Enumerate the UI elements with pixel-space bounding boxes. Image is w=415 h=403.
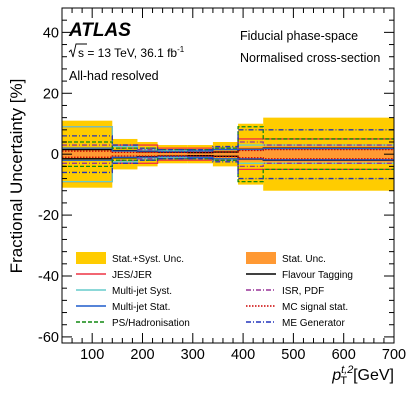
x-axis-label: pt,2 T [GeV] — [331, 364, 394, 387]
legend-label: Stat.+Syst. Unc. — [112, 254, 184, 265]
sqrt-symbol — [68, 43, 87, 58]
x-label-p: p — [331, 367, 341, 384]
legend-label: PS/Hadronisation — [112, 318, 190, 329]
x-label-sup: t,2 — [341, 364, 353, 376]
series-up-line — [62, 147, 394, 153]
legend-item-ps-hadronisation: PS/Hadronisation — [76, 318, 190, 329]
legend-item-jes-jer: JES/JER — [76, 270, 152, 281]
legend-item-multi-jet-syst: Multi-jet Syst. — [76, 286, 172, 297]
y-tick-label: -40 — [38, 269, 59, 285]
x-axis: 100 200 300 400 500 600 700 — [61, 8, 406, 363]
legend-item-flavour-tagging: Flavour Tagging — [246, 270, 353, 281]
phase-space-label: Fiducial phase-space — [240, 29, 358, 43]
atlas-label: ATLAS — [68, 20, 131, 41]
band-bin — [62, 149, 113, 160]
y-tick-label: 40 — [43, 25, 59, 41]
series-up-line — [62, 129, 394, 151]
legend-item-me-generator: ME Generator — [246, 318, 345, 329]
y-axis: -60 -40 -20 0 20 40 — [38, 19, 394, 346]
energy-text: = 13 TeV, 36.1 fb — [87, 46, 177, 60]
svg-text:s = 13 TeV, 36.1 fb-1: s = 13 TeV, 36.1 fb-1 — [78, 45, 185, 60]
series-down-line — [62, 158, 394, 180]
band-bin — [112, 151, 138, 157]
legend-label: Multi-jet Stat. — [112, 302, 170, 313]
band-bin — [187, 151, 213, 157]
x-tick-label: 300 — [181, 347, 205, 363]
series-me-generator — [62, 129, 394, 180]
x-tick-label: 400 — [231, 347, 255, 363]
legend-item-mc-signal-stat: MC signal stat. — [246, 302, 348, 313]
x-label-sub: T — [340, 375, 347, 387]
lumi-superscript: -1 — [177, 45, 185, 54]
series-down-line — [62, 155, 394, 160]
x-tick-label: 600 — [332, 347, 356, 363]
legend-label: Flavour Tagging — [282, 270, 353, 281]
legend-swatch — [76, 252, 106, 264]
legend-item-isr-pdf: ISR, PDF — [246, 286, 324, 297]
y-tick-label: 0 — [51, 147, 59, 163]
legend-label: MC signal stat. — [282, 302, 348, 313]
y-tick-label: 20 — [43, 86, 59, 102]
x-tick-label: 100 — [80, 347, 104, 363]
plot-frame — [61, 7, 395, 344]
x-tick-label: 200 — [130, 347, 154, 363]
series-down-line — [62, 155, 394, 161]
series-mc-signal-stat — [62, 148, 394, 160]
legend-swatch — [246, 252, 276, 264]
energy-label: s = 13 TeV, 36.1 fb-1 — [68, 43, 185, 60]
band-bin — [238, 146, 264, 162]
legend-label: Multi-jet Syst. — [112, 286, 172, 297]
legend-item-multi-jet-stat: Multi-jet Stat. — [76, 302, 170, 313]
legend-item-stat-unc: Stat. Unc. — [246, 252, 326, 265]
series-up-line — [62, 148, 394, 154]
normalisation-label: Normalised cross-section — [240, 51, 380, 65]
y-tick-label: -20 — [38, 208, 59, 224]
energy-sqrt-s: s — [78, 46, 84, 60]
band-bin — [212, 150, 239, 158]
series-multi-jet-stat — [62, 147, 394, 161]
legend: Stat.+Syst. Unc. Stat. Unc. JES/JER Flavour… — [76, 252, 353, 329]
x-label-unit: [GeV] — [353, 367, 394, 384]
x-tick-label: 700 — [382, 347, 406, 363]
x-tick-label: 500 — [281, 347, 305, 363]
band-bin — [137, 151, 158, 157]
y-tick-label: -60 — [38, 330, 59, 346]
legend-label: ISR, PDF — [282, 286, 324, 297]
band-bin — [157, 151, 188, 157]
region-label: All-had resolved — [69, 69, 159, 83]
legend-label: Stat. Unc. — [282, 254, 326, 265]
legend-item-stat-syst-unc: Stat.+Syst. Unc. — [76, 252, 184, 265]
legend-label: JES/JER — [112, 270, 152, 281]
y-axis-label: Fractional Uncertainty [%] — [7, 79, 26, 274]
legend-label: ME Generator — [282, 318, 345, 329]
uncertainty-lines — [62, 126, 394, 183]
svg-text:pt,2T[GeV]: pt,2 T [GeV] — [331, 364, 394, 387]
